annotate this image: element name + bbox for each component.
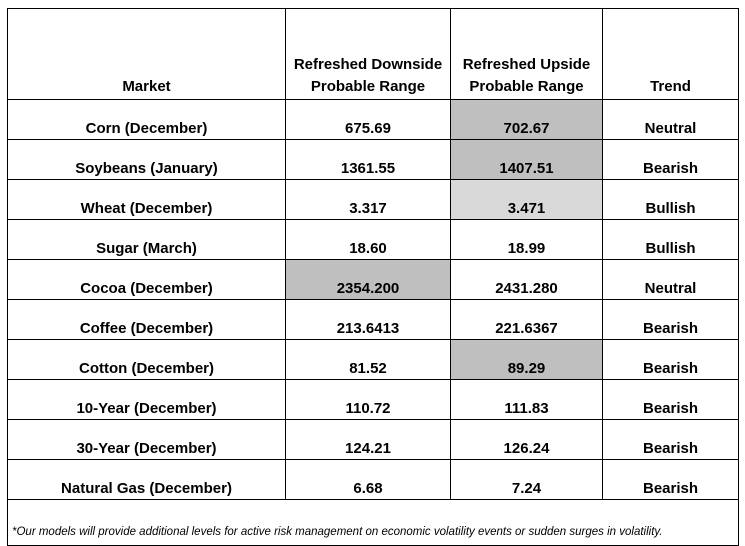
header-market: Market <box>7 8 286 100</box>
footnote: *Our models will provide additional leve… <box>7 499 739 546</box>
table-row: Cotton (December) 81.52 89.29 Bearish <box>7 339 739 380</box>
table-header-row: Market Refreshed Downside Probable Range … <box>7 8 739 100</box>
market-cell: Sugar (March) <box>7 219 286 260</box>
downside-cell: 81.52 <box>285 339 451 380</box>
table-row: Natural Gas (December) 6.68 7.24 Bearish <box>7 459 739 500</box>
downside-cell: 2354.200 <box>285 259 451 300</box>
trend-cell: Bearish <box>602 139 739 180</box>
market-cell: 30-Year (December) <box>7 419 286 460</box>
upside-cell: 3.471 <box>450 179 603 220</box>
trend-cell: Bullish <box>602 219 739 260</box>
upside-cell: 2431.280 <box>450 259 603 300</box>
footnote-row: *Our models will provide additional leve… <box>7 499 739 546</box>
trend-cell: Bearish <box>602 339 739 380</box>
upside-cell: 18.99 <box>450 219 603 260</box>
upside-cell: 221.6367 <box>450 299 603 340</box>
table-row: Wheat (December) 3.317 3.471 Bullish <box>7 179 739 220</box>
downside-cell: 6.68 <box>285 459 451 500</box>
table-row: Sugar (March) 18.60 18.99 Bullish <box>7 219 739 260</box>
trend-cell: Bearish <box>602 379 739 420</box>
header-downside: Refreshed Downside Probable Range <box>285 8 451 100</box>
trend-cell: Neutral <box>602 259 739 300</box>
table-row: 30-Year (December) 124.21 126.24 Bearish <box>7 419 739 460</box>
upside-cell: 89.29 <box>450 339 603 380</box>
market-cell: Coffee (December) <box>7 299 286 340</box>
downside-cell: 124.21 <box>285 419 451 460</box>
table-row: Coffee (December) 213.6413 221.6367 Bear… <box>7 299 739 340</box>
market-cell: 10-Year (December) <box>7 379 286 420</box>
table-row: Soybeans (January) 1361.55 1407.51 Beari… <box>7 139 739 180</box>
downside-cell: 213.6413 <box>285 299 451 340</box>
downside-cell: 675.69 <box>285 99 451 140</box>
upside-cell: 126.24 <box>450 419 603 460</box>
probable-range-table: Market Refreshed Downside Probable Range … <box>7 8 739 546</box>
market-cell: Natural Gas (December) <box>7 459 286 500</box>
trend-cell: Bullish <box>602 179 739 220</box>
market-cell: Soybeans (January) <box>7 139 286 180</box>
table-row: Cocoa (December) 2354.200 2431.280 Neutr… <box>7 259 739 300</box>
downside-cell: 3.317 <box>285 179 451 220</box>
downside-cell: 1361.55 <box>285 139 451 180</box>
table-row: 10-Year (December) 110.72 111.83 Bearish <box>7 379 739 420</box>
upside-cell: 702.67 <box>450 99 603 140</box>
market-cell: Cotton (December) <box>7 339 286 380</box>
trend-cell: Neutral <box>602 99 739 140</box>
upside-cell: 1407.51 <box>450 139 603 180</box>
downside-cell: 18.60 <box>285 219 451 260</box>
table-row: Corn (December) 675.69 702.67 Neutral <box>7 99 739 140</box>
probable-range-table-sheet: Market Refreshed Downside Probable Range … <box>7 8 739 546</box>
downside-cell: 110.72 <box>285 379 451 420</box>
header-upside: Refreshed Upside Probable Range <box>450 8 603 100</box>
trend-cell: Bearish <box>602 419 739 460</box>
trend-cell: Bearish <box>602 459 739 500</box>
market-cell: Cocoa (December) <box>7 259 286 300</box>
upside-cell: 111.83 <box>450 379 603 420</box>
market-cell: Corn (December) <box>7 99 286 140</box>
market-cell: Wheat (December) <box>7 179 286 220</box>
header-trend: Trend <box>602 8 739 100</box>
trend-cell: Bearish <box>602 299 739 340</box>
upside-cell: 7.24 <box>450 459 603 500</box>
